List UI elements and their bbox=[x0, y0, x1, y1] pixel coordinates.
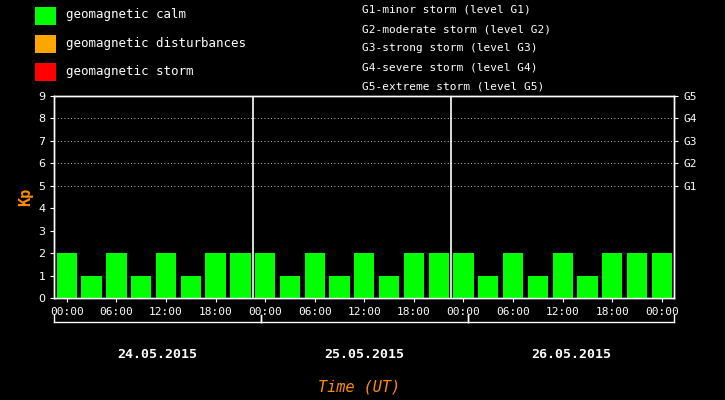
Text: 26.05.2015: 26.05.2015 bbox=[531, 348, 611, 360]
Bar bbox=[404, 253, 424, 298]
Y-axis label: Kp: Kp bbox=[17, 188, 33, 206]
Bar bbox=[36, 7, 56, 25]
Bar bbox=[156, 253, 176, 298]
Text: G3-strong storm (level G3): G3-strong storm (level G3) bbox=[362, 43, 538, 53]
Bar bbox=[106, 253, 127, 298]
Bar bbox=[577, 276, 597, 298]
Bar bbox=[478, 276, 499, 298]
Bar bbox=[453, 253, 473, 298]
Bar bbox=[304, 253, 325, 298]
Bar bbox=[131, 276, 152, 298]
Bar bbox=[354, 253, 375, 298]
Bar bbox=[528, 276, 548, 298]
Bar bbox=[81, 276, 102, 298]
Bar bbox=[329, 276, 349, 298]
Bar bbox=[36, 63, 56, 81]
Bar bbox=[57, 253, 77, 298]
Bar bbox=[627, 253, 647, 298]
Text: G5-extreme storm (level G5): G5-extreme storm (level G5) bbox=[362, 82, 544, 92]
Bar bbox=[552, 253, 573, 298]
Bar bbox=[280, 276, 300, 298]
Text: geomagnetic disturbances: geomagnetic disturbances bbox=[66, 37, 246, 50]
Bar bbox=[230, 253, 251, 298]
Text: 25.05.2015: 25.05.2015 bbox=[324, 348, 405, 360]
Bar bbox=[428, 253, 449, 298]
Text: 24.05.2015: 24.05.2015 bbox=[117, 348, 198, 360]
Bar bbox=[255, 253, 276, 298]
Text: G2-moderate storm (level G2): G2-moderate storm (level G2) bbox=[362, 24, 552, 34]
Bar bbox=[652, 253, 672, 298]
Text: geomagnetic storm: geomagnetic storm bbox=[66, 65, 193, 78]
Bar bbox=[503, 253, 523, 298]
Text: G4-severe storm (level G4): G4-severe storm (level G4) bbox=[362, 62, 538, 72]
Bar bbox=[36, 35, 56, 53]
Bar bbox=[181, 276, 201, 298]
Bar bbox=[379, 276, 399, 298]
Bar bbox=[205, 253, 225, 298]
Text: Time (UT): Time (UT) bbox=[318, 379, 400, 394]
Text: geomagnetic calm: geomagnetic calm bbox=[66, 8, 186, 22]
Bar bbox=[602, 253, 623, 298]
Text: G1-minor storm (level G1): G1-minor storm (level G1) bbox=[362, 5, 531, 15]
